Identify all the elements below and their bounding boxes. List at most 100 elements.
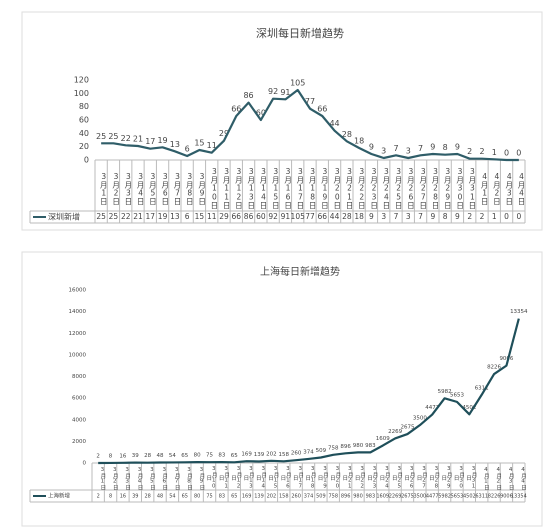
line — [101, 88, 519, 162]
legend-label: 上海新增 — [48, 492, 70, 500]
table-value: 7 — [394, 212, 399, 221]
table-value: 260 — [291, 494, 301, 500]
x-tick-label: 3月13日 — [242, 466, 254, 490]
table-value: 83 — [219, 494, 225, 500]
data-label: 75 — [206, 453, 213, 459]
table-value: 5653 — [451, 494, 464, 500]
data-label: 8226 — [487, 365, 501, 371]
data-label: 80 — [194, 453, 201, 459]
table-value: 29 — [219, 212, 229, 221]
table-value: 16 — [120, 494, 126, 500]
x-tick-label: 3月31日 — [465, 466, 477, 490]
x-tick-label: 3月1日 — [99, 466, 106, 490]
data-label: 54 — [169, 453, 176, 459]
table-value: 758 — [328, 494, 338, 500]
data-label: 169 — [241, 452, 252, 458]
data-label: 48 — [157, 453, 164, 459]
x-tick-label: 3月28日 — [430, 167, 440, 209]
table-value: 9006 — [500, 494, 513, 500]
data-label: 509 — [316, 448, 327, 454]
x-tick-label: 3月5日 — [148, 171, 158, 205]
y-tick-label: 2000 — [72, 439, 86, 445]
x-tick-label: 3月24日 — [381, 167, 391, 209]
x-tick-label: 3月9日 — [197, 171, 207, 205]
data-label: 0 — [504, 149, 509, 158]
table-value: 983 — [366, 494, 376, 500]
data-label: 22 — [121, 134, 131, 143]
table-value: 75 — [206, 494, 212, 500]
table-value: 9 — [430, 212, 435, 221]
x-tick-label: 3月23日 — [369, 167, 379, 209]
data-label: 44 — [329, 119, 339, 128]
table-value: 21 — [133, 212, 143, 221]
data-label: 18 — [354, 137, 364, 146]
x-tick-label: 3月13日 — [246, 167, 256, 209]
table-value: 2675 — [401, 494, 414, 500]
x-tick-label: 3月4日 — [136, 171, 146, 205]
data-label: 7 — [418, 144, 423, 153]
x-tick-label: 3月25日 — [394, 167, 404, 209]
table-value: 6311 — [475, 494, 488, 500]
table-value: 3 — [381, 212, 386, 221]
table-value: 374 — [304, 494, 314, 500]
table-value: 44 — [330, 212, 340, 221]
data-label: 25 — [108, 132, 118, 141]
table-value: 1 — [492, 212, 497, 221]
data-label: 91 — [280, 88, 290, 97]
table-value: 980 — [353, 494, 363, 500]
table-value: 65 — [231, 494, 237, 500]
x-tick-label: 3月30日 — [455, 167, 465, 209]
data-label: 16 — [119, 453, 126, 459]
data-label: 3 — [381, 147, 386, 156]
table-value: 60 — [256, 212, 266, 221]
data-label: 86 — [243, 91, 253, 100]
data-label: 28 — [342, 130, 352, 139]
data-label: 5653 — [450, 392, 464, 398]
y-tick-label: 120 — [74, 76, 89, 85]
data-label: 2 — [96, 453, 100, 459]
data-label: 6311 — [475, 385, 489, 391]
x-tick-label: 3月4日 — [136, 466, 143, 490]
data-label: 1609 — [376, 436, 390, 442]
data-label: 77 — [305, 97, 315, 106]
x-tick-label: 3月30日 — [452, 466, 465, 490]
legend-label: 深圳新增 — [48, 212, 80, 222]
table-value: 25 — [96, 212, 106, 221]
data-label: 29 — [219, 129, 229, 138]
y-tick-label: 100 — [74, 89, 89, 98]
data-label: 13354 — [510, 309, 528, 315]
data-label: 260 — [291, 451, 302, 457]
table-value: 13 — [170, 212, 180, 221]
x-tick-label: 3月7日 — [173, 466, 180, 490]
table-value: 169 — [242, 494, 252, 500]
x-tick-label: 4月1日 — [480, 171, 490, 205]
data-label: 65 — [231, 453, 238, 459]
x-tick-label: 3月22日 — [353, 466, 366, 490]
chart-title: 上海每日新增趋势 — [260, 265, 340, 278]
table-value: 0 — [504, 212, 509, 221]
table-value: 65 — [182, 494, 188, 500]
y-tick-label: 12000 — [69, 331, 87, 337]
x-tick-label: 3月2日 — [111, 171, 121, 205]
data-label: 374 — [303, 449, 314, 455]
x-tick-label: 3月17日 — [291, 466, 304, 490]
data-label: 2675 — [400, 425, 414, 431]
table-value: 15 — [195, 212, 205, 221]
data-label: 9 — [369, 143, 374, 152]
x-tick-label: 3月12日 — [229, 466, 242, 490]
table-value: 509 — [316, 494, 326, 500]
data-label: 980 — [353, 443, 364, 449]
x-tick-label: 3月5日 — [148, 466, 155, 490]
table-value: 3 — [406, 212, 411, 221]
y-tick-label: 0 — [84, 156, 89, 165]
table-value: 18 — [354, 212, 364, 221]
data-label: 1 — [492, 148, 497, 157]
x-tick-label: 3月6日 — [160, 171, 170, 205]
table-value: 2 — [480, 212, 485, 221]
x-tick-label: 3月10日 — [205, 466, 217, 490]
x-tick-label: 3月6日 — [161, 466, 168, 490]
y-tick-label: 8000 — [72, 374, 86, 380]
table-value: 25 — [109, 212, 119, 221]
